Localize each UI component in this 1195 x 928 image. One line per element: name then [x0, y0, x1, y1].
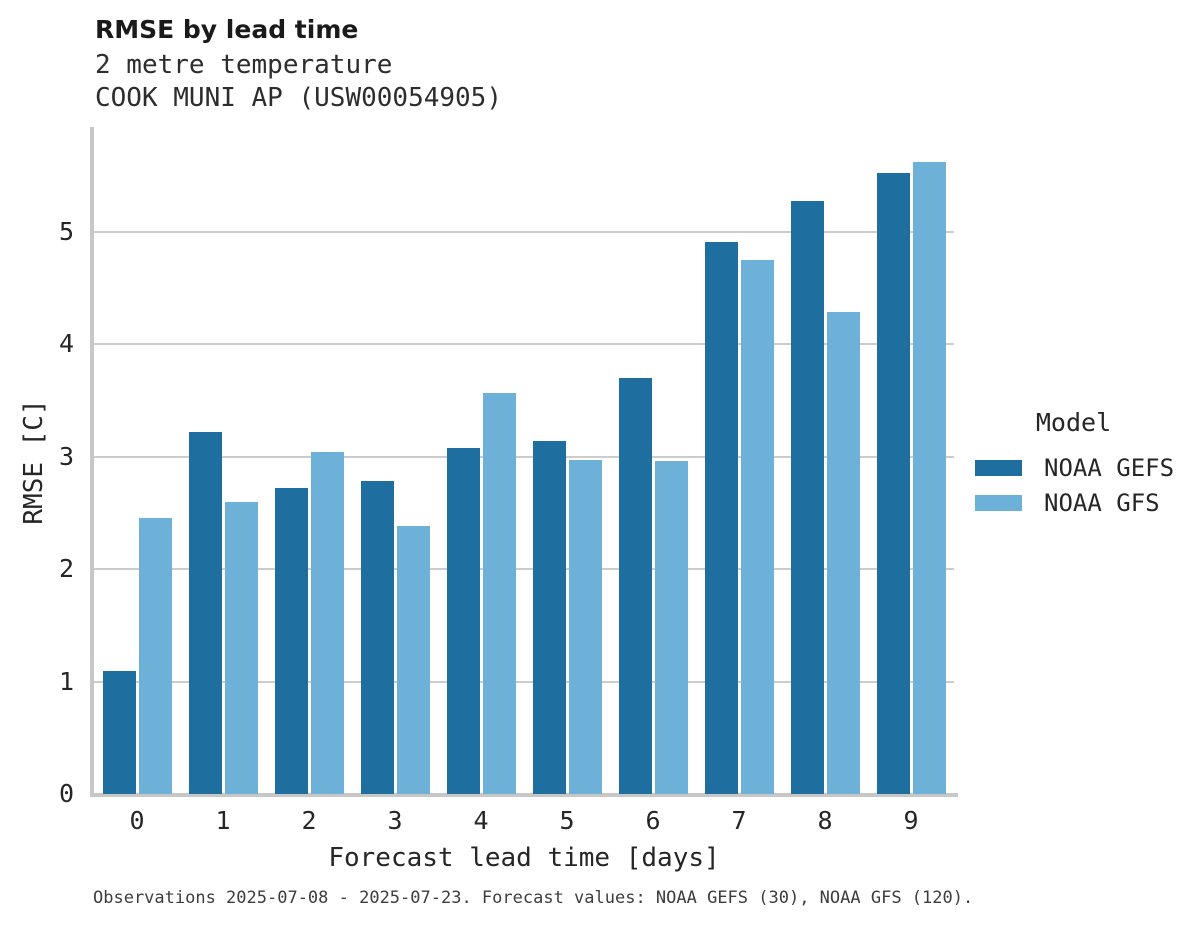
- bar-noaa-gfs-day-3: [396, 526, 430, 794]
- gridline-y-2: [94, 568, 954, 571]
- x-tick-label-3: 3: [387, 806, 403, 835]
- bar-noaa-gefs-day-3: [360, 481, 394, 794]
- bar-noaa-gefs-day-1: [188, 431, 222, 794]
- legend-entry-label: NOAA GEFS: [1044, 453, 1175, 482]
- gridline-y-1: [94, 680, 954, 683]
- bar-noaa-gfs-day-0: [138, 518, 172, 794]
- bar-noaa-gfs-day-4: [482, 392, 516, 794]
- bar-noaa-gefs-day-5: [532, 440, 566, 794]
- x-tick-label-1: 1: [215, 806, 231, 835]
- bar-noaa-gfs-day-7: [740, 259, 774, 794]
- x-tick-label-5: 5: [559, 806, 575, 835]
- bar-noaa-gefs-day-8: [790, 201, 824, 794]
- x-axis-label: Forecast lead time [days]: [328, 843, 720, 873]
- y-tick-label-0: 0: [58, 779, 74, 808]
- y-tick-label-4: 4: [58, 329, 74, 359]
- legend-entry-noaa-gfs: NOAA GFS: [975, 485, 1185, 520]
- bar-noaa-gfs-day-6: [654, 461, 688, 794]
- x-tick-label-7: 7: [731, 806, 747, 835]
- bar-noaa-gefs-day-0: [102, 671, 136, 794]
- gridline-y-5: [94, 230, 954, 233]
- legend-entry-noaa-gefs: NOAA GEFS: [975, 450, 1185, 485]
- legend-title: Model: [1035, 408, 1112, 437]
- bar-noaa-gefs-day-7: [704, 241, 738, 794]
- bar-noaa-gefs-day-9: [876, 173, 910, 794]
- bar-noaa-gefs-day-6: [618, 377, 652, 794]
- y-tick-label-5: 5: [58, 216, 74, 246]
- x-tick-label-6: 6: [645, 806, 661, 835]
- x-tick-label-0: 0: [129, 806, 145, 835]
- legend-swatch-icon: [975, 494, 1022, 511]
- chart-subtitle: 2 metre temperature COOK MUNI AP (USW000…: [95, 50, 502, 113]
- x-tick-label-9: 9: [903, 806, 919, 835]
- bar-noaa-gfs-day-2: [310, 452, 344, 794]
- caption-text: Observations 2025-07-08 - 2025-07-23. Fo…: [93, 888, 974, 908]
- x-tick-label-2: 2: [301, 806, 317, 835]
- legend: Model NOAA GEFS NOAA GFS: [975, 408, 1185, 520]
- x-axis-spine: [90, 793, 958, 797]
- x-tick-label-4: 4: [473, 806, 489, 835]
- bar-noaa-gfs-day-8: [826, 311, 860, 794]
- bar-noaa-gfs-day-5: [568, 459, 602, 794]
- legend-swatch-icon: [975, 459, 1022, 476]
- gridline-y-3: [94, 455, 954, 458]
- bar-noaa-gfs-day-1: [224, 501, 258, 794]
- bar-noaa-gefs-day-4: [446, 447, 480, 794]
- bar-noaa-gfs-day-9: [912, 161, 946, 794]
- chart-title: RMSE by lead time: [95, 15, 359, 44]
- plot-area: 0 1 2 3 4 5 0 1 2 3 4 5 6 7 8 9: [59, 127, 958, 835]
- y-axis-spine: [90, 127, 94, 794]
- legend-entry-label: NOAA GFS: [1044, 488, 1160, 517]
- bar-noaa-gefs-day-2: [274, 488, 308, 794]
- y-tick-label-2: 2: [58, 554, 74, 584]
- x-tick-label-8: 8: [817, 806, 833, 835]
- y-tick-label-1: 1: [58, 666, 74, 696]
- gridline-y-4: [94, 343, 954, 346]
- y-tick-label-3: 3: [58, 441, 74, 471]
